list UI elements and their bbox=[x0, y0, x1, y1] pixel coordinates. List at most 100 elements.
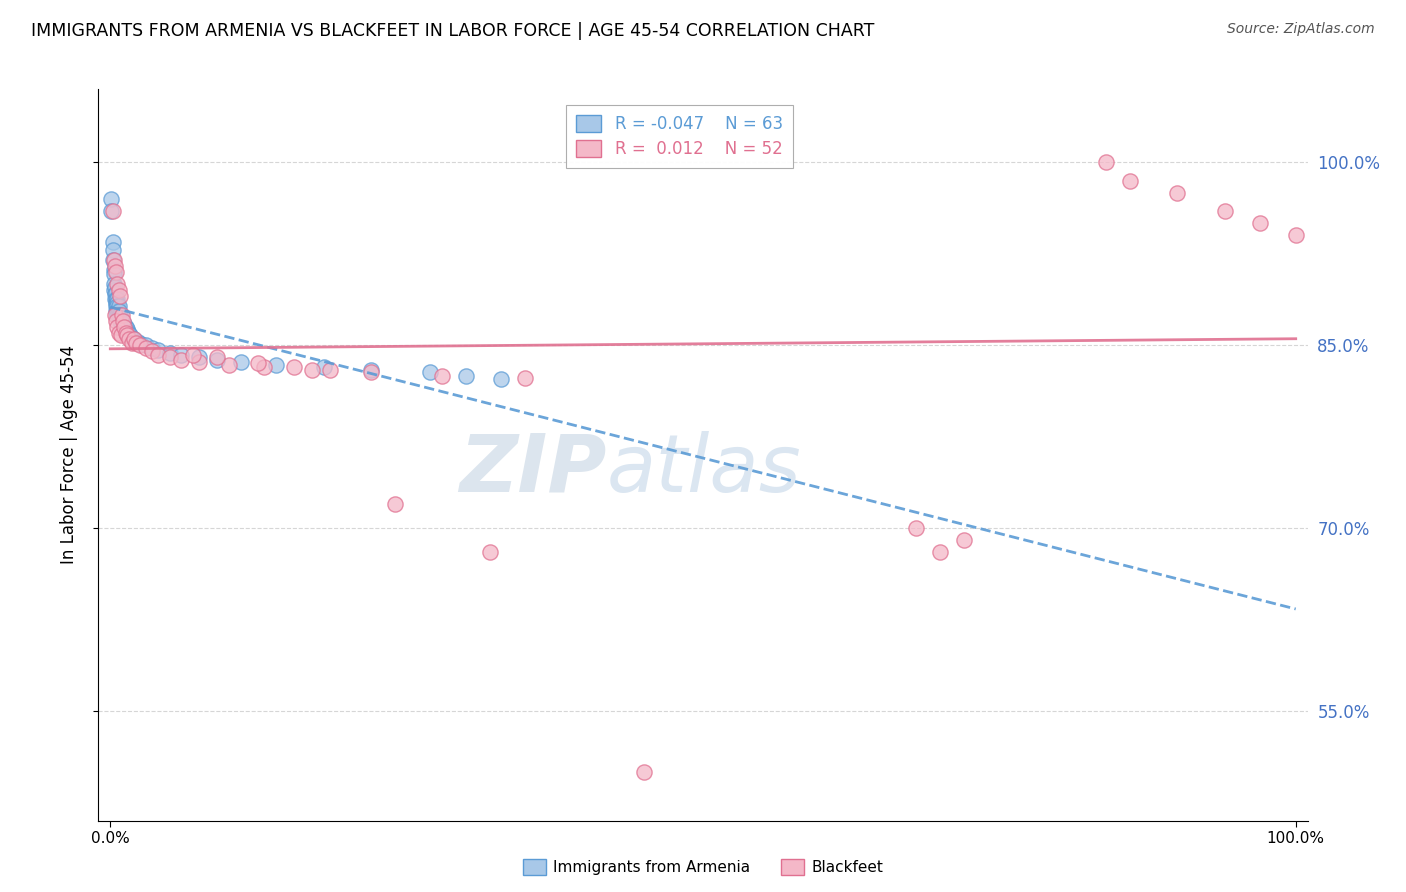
Point bbox=[1249, 216, 1271, 230]
Point bbox=[103, 284, 125, 298]
Point bbox=[101, 204, 124, 219]
Point bbox=[454, 368, 477, 383]
Point bbox=[205, 352, 228, 367]
Point bbox=[318, 362, 340, 376]
Legend: Immigrants from Armenia, Blackfeet: Immigrants from Armenia, Blackfeet bbox=[517, 855, 889, 880]
Point bbox=[1213, 204, 1236, 219]
Point bbox=[115, 328, 138, 343]
Point bbox=[111, 316, 134, 330]
Point bbox=[384, 497, 406, 511]
Point bbox=[110, 316, 132, 330]
Point bbox=[1095, 155, 1118, 169]
Point bbox=[105, 308, 128, 322]
Point bbox=[105, 295, 128, 310]
Point bbox=[247, 357, 270, 371]
Point bbox=[101, 243, 124, 257]
Point bbox=[118, 327, 141, 342]
Point bbox=[111, 320, 134, 334]
Point bbox=[432, 368, 454, 383]
Point bbox=[112, 314, 135, 328]
Point bbox=[103, 277, 125, 292]
Point bbox=[312, 360, 335, 375]
Point bbox=[110, 314, 132, 328]
Point bbox=[117, 325, 139, 339]
Point bbox=[105, 299, 128, 313]
Point bbox=[141, 341, 163, 355]
Point bbox=[205, 351, 228, 365]
Point bbox=[159, 351, 181, 365]
Point bbox=[107, 304, 129, 318]
Point bbox=[146, 343, 169, 357]
Point bbox=[104, 287, 127, 301]
Point bbox=[108, 308, 131, 322]
Point bbox=[118, 332, 141, 346]
Point bbox=[115, 322, 138, 336]
Point bbox=[107, 308, 129, 322]
Point bbox=[111, 308, 134, 322]
Point bbox=[103, 262, 125, 277]
Point bbox=[129, 337, 152, 351]
Point bbox=[127, 334, 149, 349]
Point bbox=[135, 338, 157, 352]
Point bbox=[141, 344, 163, 359]
Point bbox=[110, 328, 132, 343]
Point bbox=[101, 252, 124, 267]
Point bbox=[125, 335, 148, 350]
Point bbox=[104, 292, 127, 306]
Point bbox=[104, 259, 127, 273]
Text: ZIP: ZIP bbox=[458, 431, 606, 508]
Point bbox=[129, 338, 152, 352]
Point bbox=[515, 371, 537, 385]
Point bbox=[107, 311, 129, 326]
Point bbox=[108, 289, 131, 303]
Point bbox=[107, 299, 129, 313]
Text: atlas: atlas bbox=[606, 431, 801, 508]
Point bbox=[218, 358, 240, 372]
Point bbox=[491, 372, 513, 386]
Text: Source: ZipAtlas.com: Source: ZipAtlas.com bbox=[1227, 22, 1375, 37]
Point bbox=[229, 355, 252, 369]
Point bbox=[104, 308, 127, 322]
Point bbox=[122, 332, 145, 346]
Point bbox=[112, 320, 135, 334]
Point bbox=[103, 252, 125, 267]
Point bbox=[107, 326, 129, 340]
Point bbox=[1119, 174, 1142, 188]
Point bbox=[181, 348, 204, 362]
Point bbox=[159, 345, 181, 359]
Point bbox=[253, 360, 276, 375]
Point bbox=[633, 764, 655, 779]
Text: IMMIGRANTS FROM ARMENIA VS BLACKFEET IN LABOR FORCE | AGE 45-54 CORRELATION CHAR: IMMIGRANTS FROM ARMENIA VS BLACKFEET IN … bbox=[31, 22, 875, 40]
Point bbox=[120, 328, 142, 343]
Point bbox=[146, 348, 169, 362]
Point bbox=[188, 355, 211, 369]
Point bbox=[1166, 186, 1188, 200]
Point bbox=[108, 311, 131, 326]
Point bbox=[122, 332, 145, 346]
Point bbox=[105, 304, 128, 318]
Point bbox=[929, 545, 952, 559]
Point bbox=[105, 314, 128, 328]
Point bbox=[104, 279, 127, 293]
Point bbox=[264, 358, 287, 372]
Point bbox=[114, 320, 136, 334]
Point bbox=[101, 235, 124, 249]
Point bbox=[105, 299, 128, 313]
Point bbox=[121, 335, 143, 350]
Point bbox=[105, 320, 128, 334]
Legend: R = -0.047    N = 63, R =  0.012    N = 52: R = -0.047 N = 63, R = 0.012 N = 52 bbox=[567, 105, 793, 168]
Point bbox=[105, 265, 128, 279]
Point bbox=[114, 322, 136, 336]
Point bbox=[478, 545, 501, 559]
Point bbox=[107, 284, 129, 298]
Point bbox=[114, 318, 136, 332]
Point bbox=[283, 360, 305, 375]
Point bbox=[105, 277, 128, 292]
Point bbox=[188, 351, 211, 365]
Point bbox=[170, 352, 193, 367]
Point bbox=[114, 324, 136, 338]
Point bbox=[301, 362, 323, 376]
Point bbox=[952, 533, 974, 548]
Point bbox=[135, 341, 157, 355]
Point bbox=[112, 316, 135, 330]
